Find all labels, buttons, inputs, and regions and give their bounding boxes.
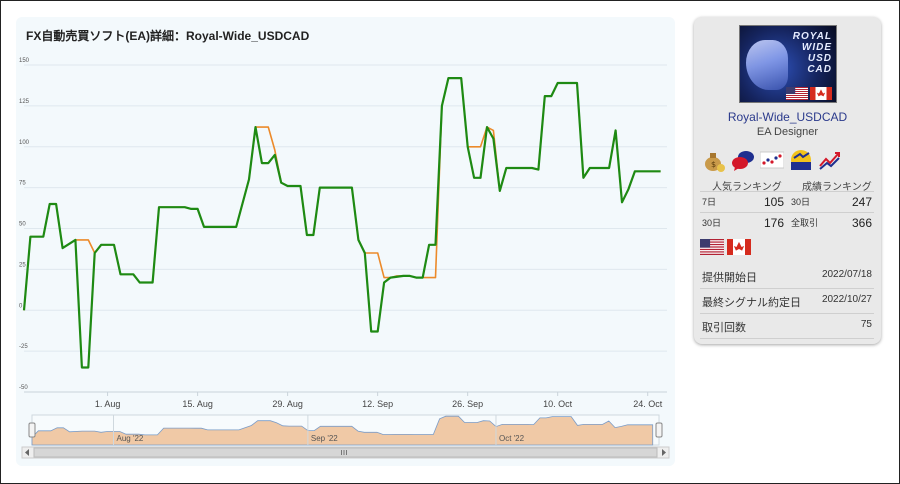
series-layer — [22, 77, 661, 369]
info-row-start-date: 提供開始日 2022/07/18 — [700, 263, 874, 289]
popularity-rank-value: 105 — [763, 195, 784, 209]
x-tick-label: 10. Oct — [543, 399, 573, 409]
ranking-period-label: 30日 — [702, 218, 722, 228]
ranking-period-label: 全取引 — [791, 218, 819, 228]
x-tick-label: 1. Aug — [95, 399, 121, 409]
info-label: 提供開始日 — [702, 272, 757, 284]
x-tick-label: 29. Aug — [272, 399, 303, 409]
badge-row: $ — [702, 148, 842, 172]
ea-summary-card: ROYAL WIDE USD CAD Royal-Wide_USDCAD EA … — [694, 17, 881, 344]
ea-name-link[interactable]: Royal-Wide_USDCAD — [727, 110, 848, 124]
info-label: 取引回数 — [702, 322, 746, 334]
y-tick-label: 100 — [19, 140, 30, 146]
ranking-row: 7日 105 30日 247 — [700, 191, 874, 212]
ranking-period-label: 7日 — [702, 197, 717, 207]
logo-wordmark: ROYAL WIDE USD CAD — [792, 31, 832, 75]
x-tick-label: 15. Aug — [182, 399, 213, 409]
svg-text:$: $ — [711, 160, 716, 169]
rising-sun-icon[interactable] — [789, 148, 813, 172]
navigator-left-handle[interactable] — [28, 422, 36, 438]
popularity-ranking-label: 人気ランキング — [712, 182, 782, 193]
performance-ranking-label: 成績ランキング — [802, 182, 872, 193]
y-tick-label: -25 — [19, 344, 28, 350]
performance-rank-value: 247 — [851, 195, 872, 209]
chart-panel: FX自動売買ソフト(EA)詳細：Royal-Wide_USDCAD 150 125… — [16, 17, 675, 466]
y-tick-label: 50 — [19, 222, 26, 228]
performance-rank-value: 366 — [851, 216, 872, 230]
navigator-right-handle[interactable] — [655, 422, 663, 438]
equity-chart[interactable]: 150 125 100 75 50 25 0 -25 -50 1. Aug 15. Aug 29. A… — [16, 17, 675, 466]
y-tick-label: 0 — [19, 303, 23, 309]
x-tick-label: 12. Sep — [362, 399, 393, 409]
y-tick-label: 25 — [19, 262, 26, 268]
info-label: 最終シグナル約定日 — [702, 297, 801, 309]
x-tick-label: 24. Oct — [633, 399, 663, 409]
y-tick-label: -50 — [19, 385, 28, 391]
navigator[interactable]: Aug '22 Sep '22 Oct '22 — [21, 414, 670, 459]
money-bag-icon[interactable]: $ — [702, 148, 726, 172]
navigator-label: Sep '22 — [311, 434, 338, 443]
navigator-label: Oct '22 — [499, 434, 525, 443]
dot-chart-icon[interactable] — [760, 148, 784, 172]
equity-series-line[interactable] — [22, 77, 661, 369]
ranking-period-label: 30日 — [791, 197, 811, 207]
ea-logo[interactable]: ROYAL WIDE USD CAD — [739, 25, 837, 103]
canada-flag-icon — [810, 87, 832, 100]
grid-layer — [24, 64, 667, 393]
y-tick-label: 150 — [19, 58, 30, 64]
x-tick-label: 26. Sep — [452, 399, 483, 409]
navigator-scrollbar-thumb[interactable] — [33, 447, 658, 458]
ea-designer: EA Designer — [756, 126, 819, 138]
navigator-label: Aug '22 — [117, 434, 144, 443]
balance-series-line[interactable] — [23, 77, 661, 311]
speech-bubbles-icon[interactable] — [731, 148, 755, 172]
info-value: 2022/10/27 — [821, 294, 872, 305]
trend-arrow-icon[interactable] — [818, 148, 842, 172]
scroll-left-arrow-icon[interactable] — [25, 449, 29, 456]
canada-flag-icon — [727, 239, 751, 255]
y-tick-label: 75 — [19, 181, 26, 187]
info-value: 75 — [860, 319, 872, 330]
ranking-grid: 7日 105 30日 247 30日 176 全取引 366 — [700, 191, 874, 233]
scroll-right-arrow-icon[interactable] — [662, 449, 666, 456]
tick-layer: 150 125 100 75 50 25 0 -25 -50 1. Aug 15. Aug 29. A… — [19, 58, 663, 409]
us-flag-icon — [700, 239, 724, 255]
page-title: FX自動売買ソフト(EA)詳細：Royal-Wide_USDCAD — [26, 29, 310, 43]
lion-emblem-icon — [746, 40, 788, 90]
navigator-area — [31, 415, 654, 446]
currency-flags — [700, 239, 751, 255]
us-flag-icon — [786, 87, 808, 100]
ranking-row: 30日 176 全取引 366 — [700, 212, 874, 233]
popularity-rank-value: 176 — [763, 216, 784, 230]
info-row-trade-count: 取引回数 75 — [700, 313, 874, 339]
info-row-last-signal: 最終シグナル約定日 2022/10/27 — [700, 288, 874, 314]
info-value: 2022/07/18 — [821, 269, 872, 280]
logo-flags — [786, 87, 832, 100]
y-tick-label: 125 — [19, 99, 30, 105]
